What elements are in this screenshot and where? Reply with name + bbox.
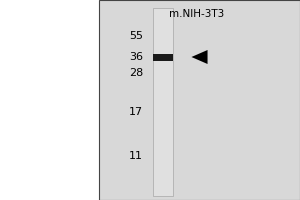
Bar (153, 54, 173, 60)
Text: 36: 36 (129, 52, 143, 62)
Text: 11: 11 (129, 151, 143, 161)
Bar (99, 0, 300, 200)
Text: m.NIH-3T3: m.NIH-3T3 (169, 9, 225, 19)
Text: 28: 28 (129, 68, 143, 78)
Bar (153, 8, 173, 196)
Polygon shape (191, 50, 208, 64)
Text: 17: 17 (129, 107, 143, 117)
Text: 55: 55 (129, 31, 143, 41)
